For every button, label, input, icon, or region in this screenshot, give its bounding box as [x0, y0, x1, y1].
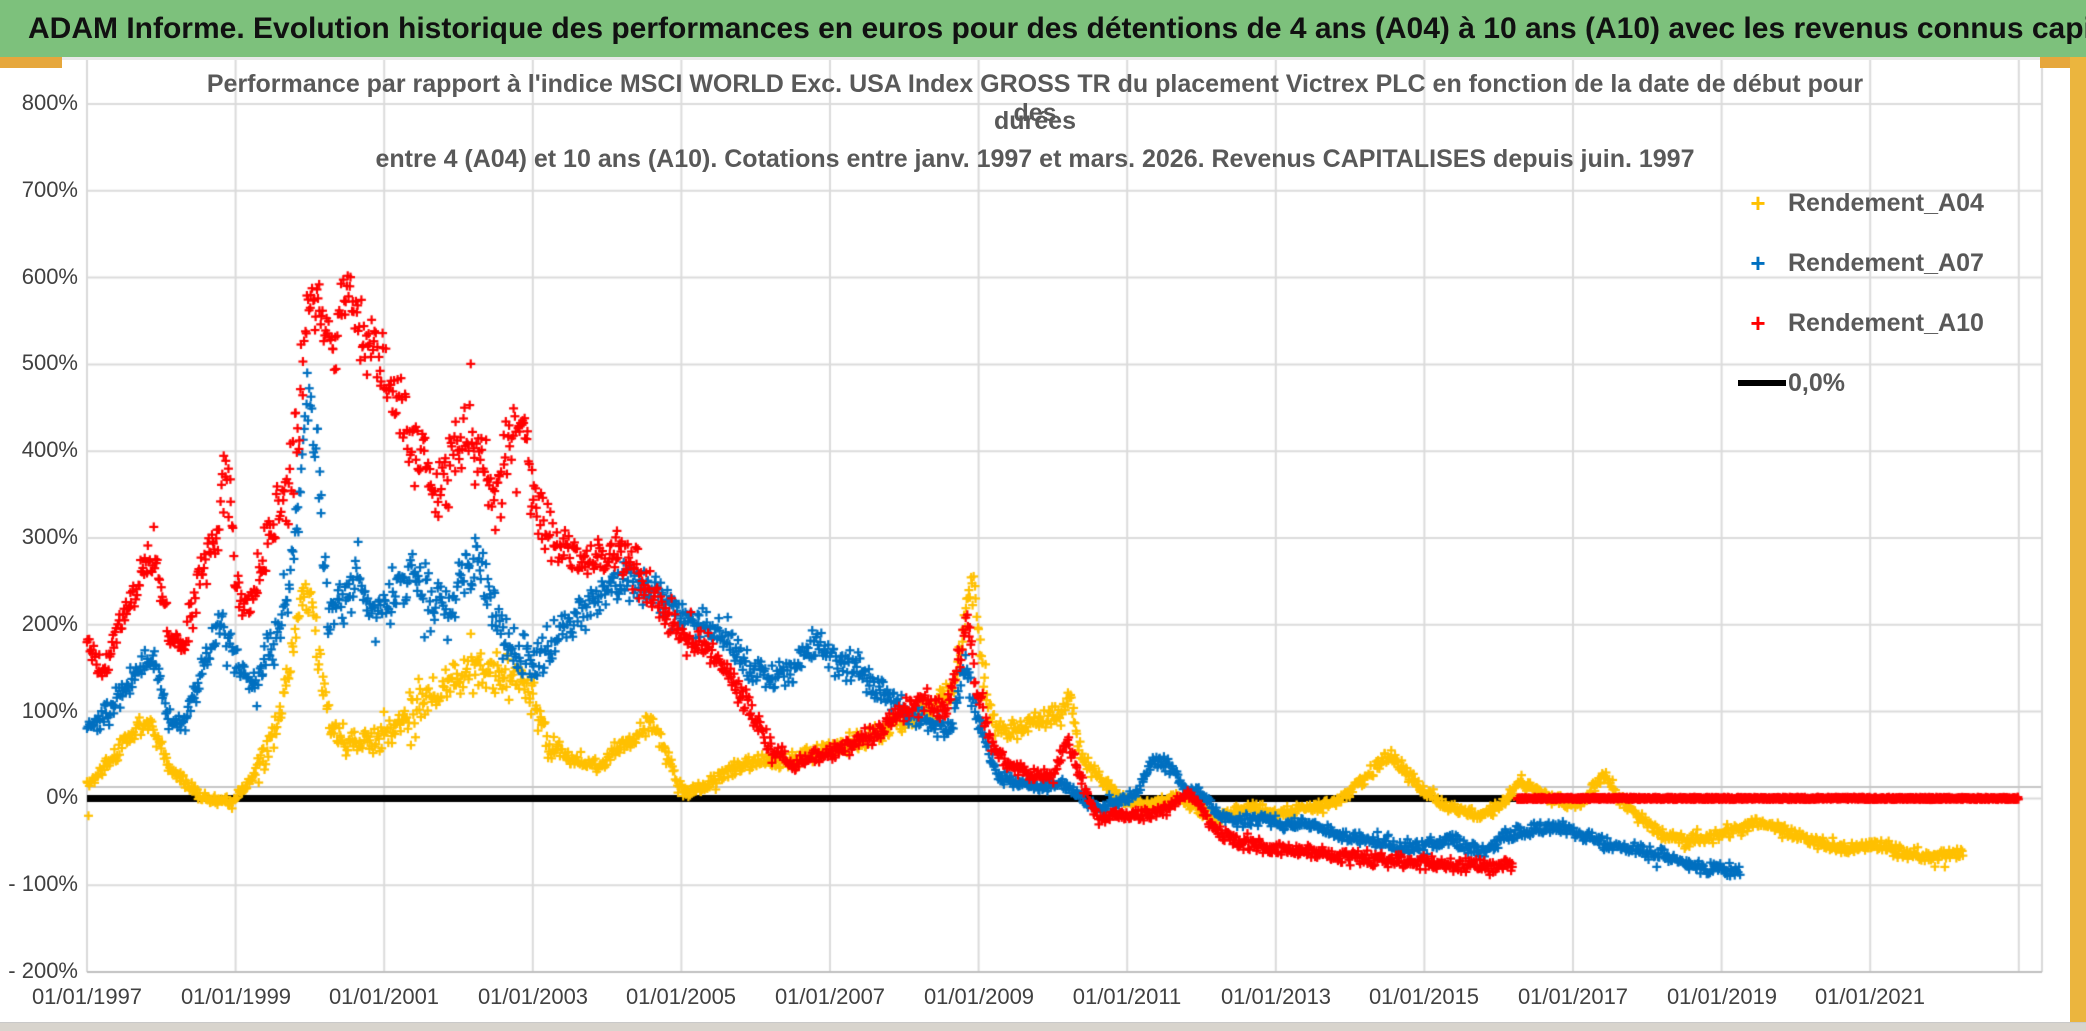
chart-title-line3: entre 4 (A04) et 10 ans (A10). Cotations… [375, 145, 1695, 173]
header-title: ADAM Informe. Evolution historique des p… [28, 12, 2086, 45]
x-tick-2007: 01/01/2007 [774, 984, 886, 1009]
y-tick-500: 500% [21, 350, 78, 375]
legend-item-a07[interactable]: + Rendement_A07 [1738, 246, 2038, 280]
plus-marker-icon: + [1750, 248, 1766, 278]
legend-item-a04[interactable]: + Rendement_A04 [1738, 186, 2038, 220]
plus-marker-icon: + [1750, 308, 1766, 338]
legend: + Rendement_A04 + Rendement_A07 + Rendem… [1738, 186, 2038, 426]
x-tick-2019: 01/01/2019 [1666, 984, 1778, 1009]
y-tick-700: 700% [21, 177, 78, 202]
gold-edge-stripe [2070, 57, 2086, 1031]
x-tick-2021: 01/01/2021 [1814, 984, 1926, 1009]
y-tick-0: 0% [46, 784, 78, 809]
chart-title-line2: durées [994, 107, 1076, 135]
y-tick-600: 600% [21, 264, 78, 289]
gold-accent-right [2040, 57, 2086, 68]
legend-label: Rendement_A07 [1788, 248, 1984, 277]
x-tick-2005: 01/01/2005 [625, 984, 737, 1009]
y-tick-800: 800% [21, 90, 78, 115]
x-tick-1999: 01/01/1999 [180, 984, 292, 1009]
y-tick-neg200: - 200% [8, 958, 78, 983]
y-tick-100: 100% [21, 698, 78, 723]
x-tick-1997: 01/01/1997 [31, 984, 143, 1009]
plus-marker-icon: + [1750, 188, 1766, 218]
legend-label: Rendement_A04 [1788, 188, 1984, 217]
y-tick-400: 400% [21, 437, 78, 462]
x-tick-2017: 01/01/2017 [1517, 984, 1629, 1009]
y-tick-200: 200% [21, 611, 78, 636]
bottom-divider [0, 1022, 2086, 1023]
bottom-strip [0, 1023, 2086, 1031]
y-tick-neg100: - 100% [8, 871, 78, 896]
chart-title-line1: Performance par rapport à l'indice MSCI … [206, 70, 1864, 127]
x-tick-2011: 01/01/2011 [1072, 984, 1182, 1009]
x-tick-2013: 01/01/2013 [1220, 984, 1332, 1009]
y-tick-300: 300% [21, 524, 78, 549]
gold-accent-left [0, 57, 62, 68]
black-line-icon [1738, 380, 1786, 386]
x-tick-2001: 01/01/2001 [328, 984, 440, 1009]
legend-item-a10[interactable]: + Rendement_A10 [1738, 306, 2038, 340]
legend-label: 0,0% [1788, 368, 1845, 397]
x-tick-2003: 01/01/2003 [477, 984, 589, 1009]
header-bar: ADAM Informe. Evolution historique des p… [0, 0, 2086, 57]
legend-item-zero-line[interactable]: 0,0% [1738, 366, 2038, 400]
x-tick-2009: 01/01/2009 [923, 984, 1035, 1009]
x-tick-2015: 01/01/2015 [1368, 984, 1480, 1009]
legend-label: Rendement_A10 [1788, 308, 1984, 337]
header-shadow [62, 57, 2040, 60]
